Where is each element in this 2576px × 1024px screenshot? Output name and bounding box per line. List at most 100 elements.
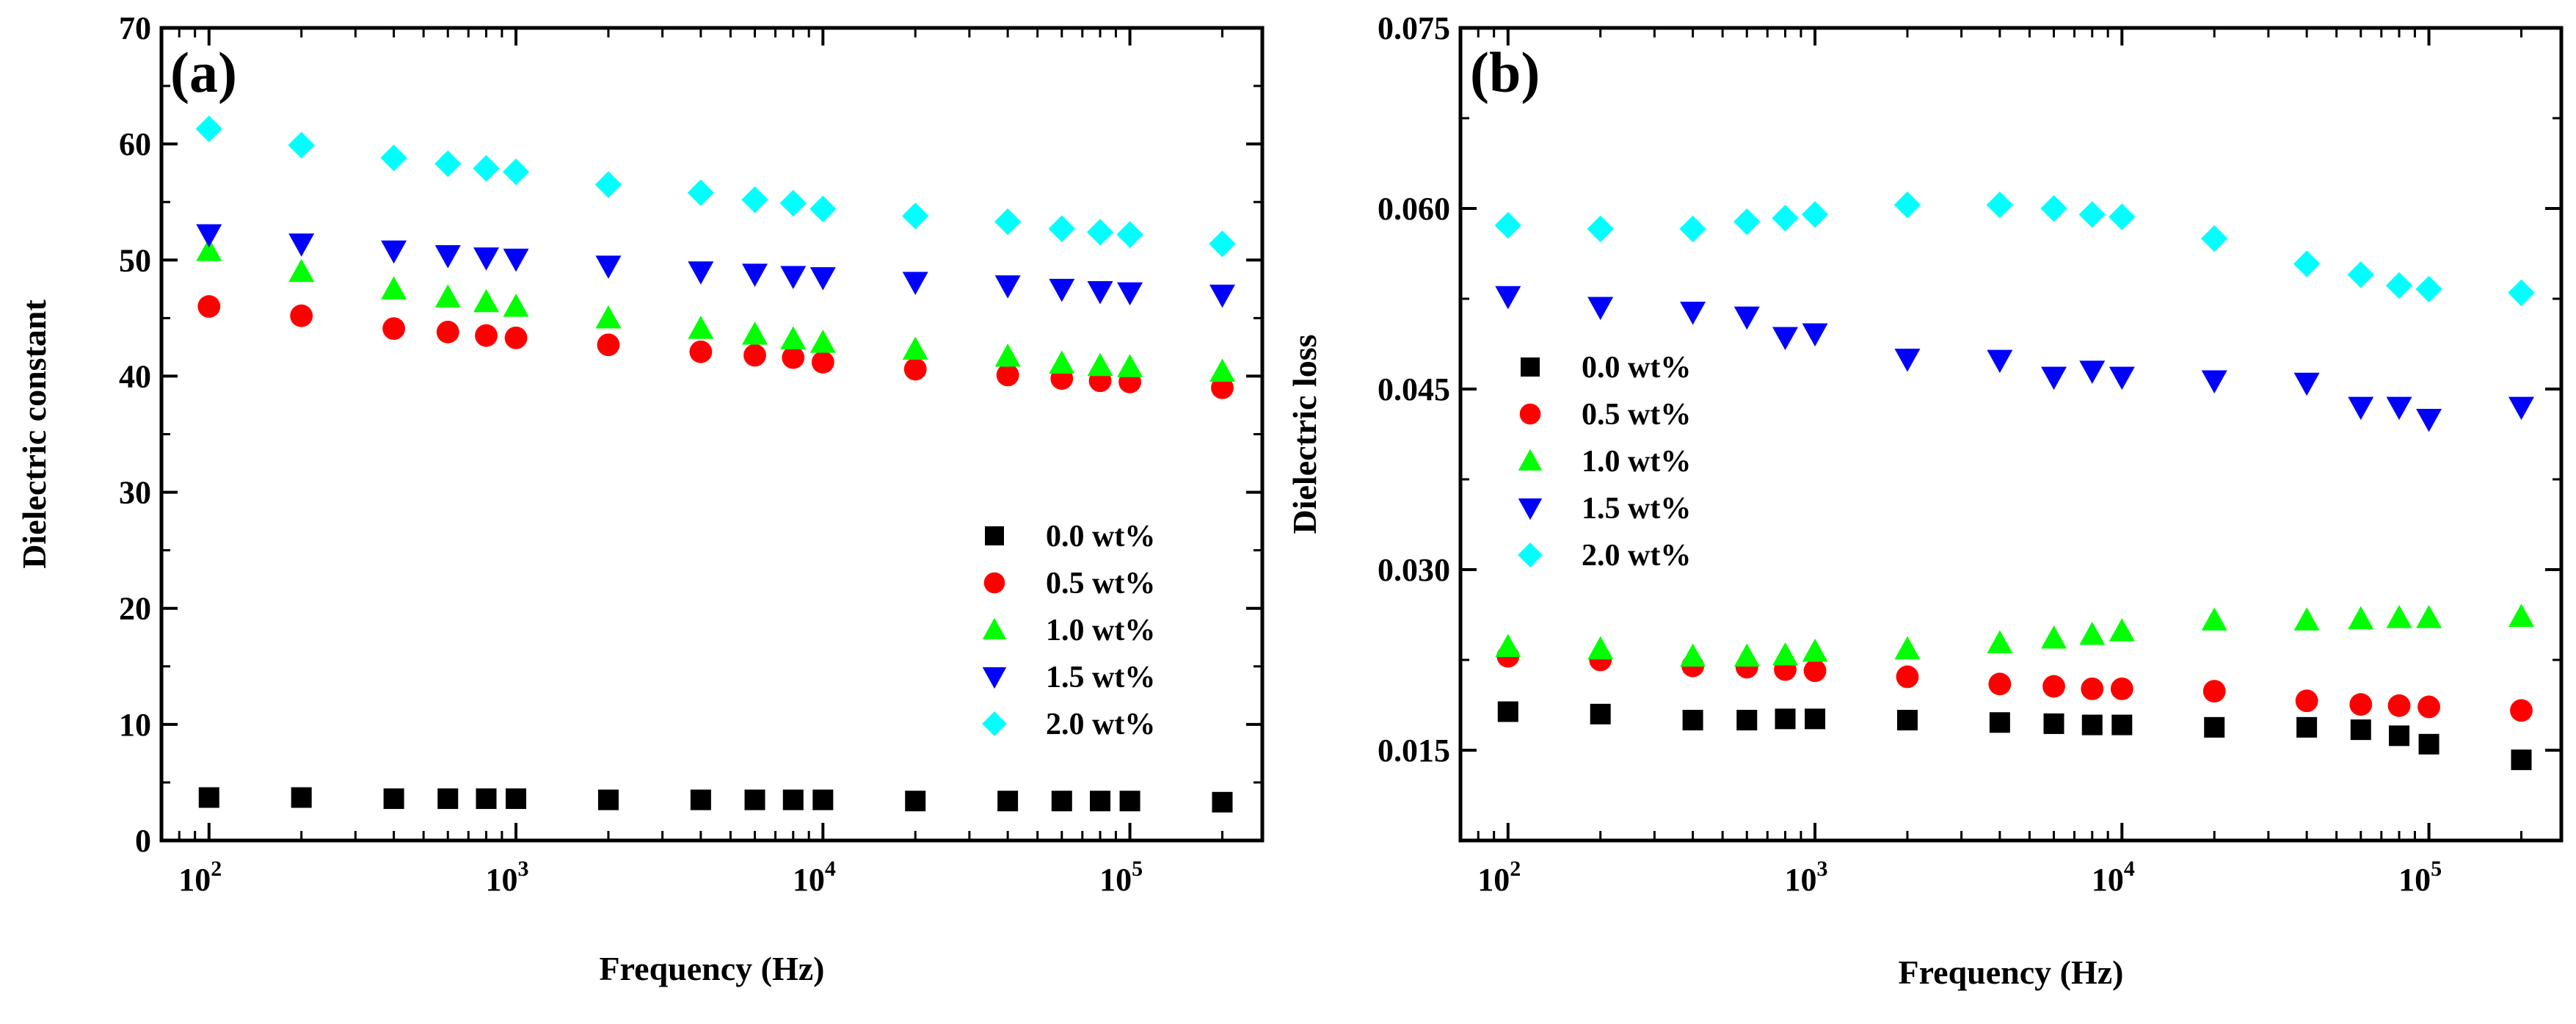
y-tick-label-b: 0.060 — [1378, 191, 1450, 227]
data-point-a-s2 — [434, 284, 461, 308]
data-point-a-s0 — [476, 788, 497, 810]
legend-label-b: 0.0 wt% — [1582, 351, 1691, 385]
data-point-a-s3 — [809, 267, 836, 291]
data-point-b-s4 — [1801, 201, 1829, 228]
data-point-a-s4 — [741, 186, 768, 214]
data-point-b-s0 — [1896, 710, 1918, 730]
data-point-b-s4 — [2508, 279, 2535, 306]
data-point-b-s3 — [2109, 366, 2135, 391]
data-point-b-s3 — [2348, 396, 2374, 421]
y-tick-label-a: 70 — [119, 10, 151, 46]
data-point-a-s2 — [809, 330, 836, 353]
data-point-a-s2 — [994, 344, 1021, 367]
data-point-a-s1 — [290, 304, 313, 327]
data-point-b-s4 — [2078, 201, 2106, 228]
data-point-b-s3 — [2386, 396, 2412, 421]
x-tick-exp-a: 2 — [211, 857, 222, 881]
x-tick-base-a: 10 — [1099, 862, 1132, 898]
data-point-b-s4 — [1494, 211, 1521, 239]
data-point-a-s0 — [1051, 791, 1072, 812]
data-point-a-s0 — [905, 791, 926, 812]
data-point-b-s3 — [1987, 349, 2013, 374]
data-point-b-s2 — [2079, 622, 2106, 645]
legend-marker-b — [1521, 357, 1540, 377]
data-point-a-s3 — [994, 275, 1021, 299]
data-point-b-s3 — [1802, 323, 1828, 347]
legend-marker-a — [982, 617, 1007, 639]
data-point-a-s4 — [594, 171, 622, 198]
x-tick-base-b: 10 — [1785, 862, 1817, 898]
x-tick-label-a: 104 — [793, 857, 836, 898]
data-point-b-s4 — [2385, 272, 2413, 299]
legend-marker-b — [1518, 542, 1543, 567]
data-point-a-s1 — [743, 344, 766, 367]
data-point-b-s2 — [2416, 605, 2442, 628]
data-point-a-s4 — [502, 158, 530, 186]
data-point-b-s3 — [2293, 372, 2320, 396]
data-point-a-s1 — [1211, 376, 1234, 399]
data-point-b-s0 — [2389, 725, 2410, 747]
y-tick-label-a: 30 — [119, 475, 151, 511]
data-point-a-s3 — [595, 255, 622, 279]
data-point-a-s2 — [503, 294, 529, 317]
legend-marker-a — [983, 572, 1005, 594]
data-point-a-s0 — [1090, 791, 1111, 812]
x-tick-exp-a: 3 — [518, 857, 529, 881]
data-point-b-s4 — [1772, 204, 1799, 232]
data-point-b-s2 — [2348, 606, 2374, 630]
data-point-b-s2 — [1894, 636, 1921, 660]
data-point-b-s0 — [1682, 710, 1703, 730]
x-tick-base-a: 10 — [486, 862, 518, 898]
data-point-a-s1 — [996, 363, 1019, 387]
x-axis-title-b: Frequency (Hz) — [1898, 954, 2123, 991]
legend-marker-b — [1518, 498, 1543, 520]
x-tick-label-b: 104 — [2092, 857, 2135, 898]
y-tick-label-a: 20 — [119, 591, 151, 627]
x-axis-title-a: Frequency (Hz) — [599, 950, 824, 987]
legend-label-b: 2.0 wt% — [1582, 539, 1691, 573]
data-point-b-s1 — [1896, 665, 1919, 689]
panel-label-a: (a) — [170, 40, 237, 104]
data-point-a-s4 — [1086, 219, 1114, 246]
data-point-a-s0 — [744, 789, 765, 810]
legend-label-a: 1.5 wt% — [1046, 661, 1155, 694]
data-point-b-s3 — [2416, 409, 2442, 432]
data-point-b-s1 — [2349, 693, 2373, 716]
y-axis-title-a: Dielectric constant — [15, 299, 53, 569]
data-point-b-s3 — [1680, 302, 1706, 325]
data-point-a-s2 — [288, 258, 315, 283]
data-point-a-s4 — [1209, 230, 1236, 258]
data-point-b-s1 — [2081, 677, 2104, 700]
data-point-b-s1 — [2387, 694, 2411, 717]
data-point-a-s0 — [1119, 791, 1140, 812]
x-tick-base-b: 10 — [2398, 862, 2431, 898]
data-point-a-s2 — [1209, 358, 1235, 382]
data-point-b-s0 — [1805, 708, 1826, 730]
data-point-b-s3 — [2508, 396, 2534, 421]
x-tick-base-a: 10 — [178, 862, 211, 898]
data-point-b-s2 — [1802, 639, 1828, 662]
data-point-a-s2 — [381, 276, 407, 299]
data-point-b-s1 — [1803, 659, 1827, 683]
data-point-a-s0 — [1212, 791, 1233, 813]
data-point-a-s1 — [597, 333, 620, 357]
data-point-b-s3 — [1733, 306, 1760, 330]
data-point-a-s1 — [811, 351, 834, 374]
data-point-a-s2 — [688, 316, 714, 339]
data-point-b-s4 — [1587, 215, 1614, 243]
data-point-a-s4 — [779, 189, 807, 217]
data-point-a-s0 — [291, 787, 312, 808]
x-tick-label-a: 102 — [178, 857, 222, 898]
data-point-a-s2 — [1049, 350, 1075, 374]
data-point-b-s1 — [2295, 689, 2318, 713]
legend-marker-a — [985, 526, 1004, 545]
legend-label-a: 0.0 wt% — [1046, 520, 1155, 553]
y-tick-label-a: 50 — [119, 242, 151, 278]
data-point-b-s1 — [1988, 672, 2012, 696]
data-point-b-s1 — [2110, 677, 2133, 700]
x-tick-label-b: 103 — [1785, 857, 1828, 898]
data-point-a-s3 — [688, 261, 714, 285]
data-point-a-s4 — [380, 144, 407, 172]
